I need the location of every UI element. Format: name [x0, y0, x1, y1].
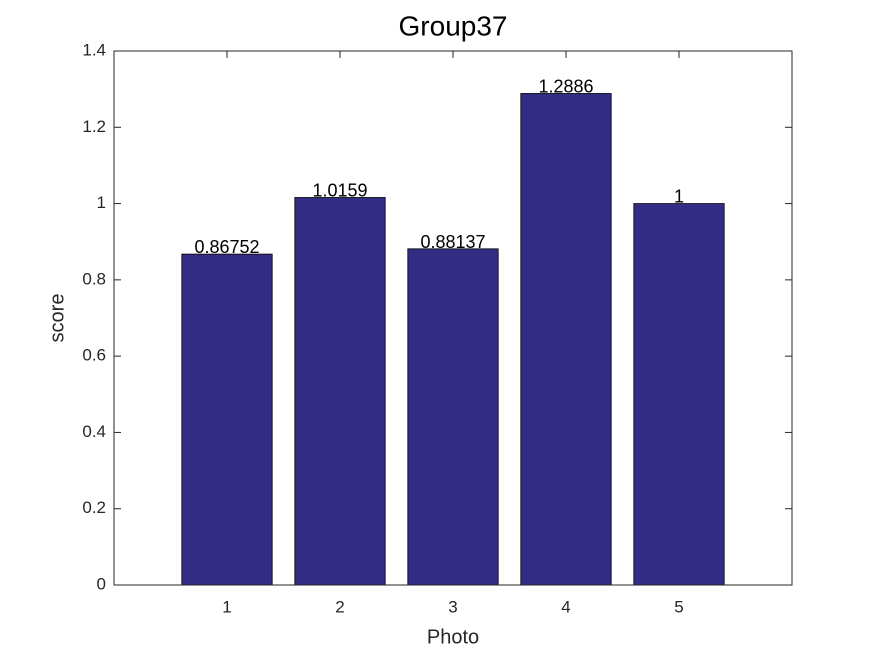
y-tick-label: 0.2 [82, 498, 106, 517]
data-label: 0.86752 [194, 237, 259, 257]
y-tick-label: 0 [97, 574, 106, 593]
chart-title: Group37 [399, 10, 508, 41]
y-tick-label: 0.6 [82, 346, 106, 365]
data-label: 1.0159 [312, 181, 367, 201]
y-tick-label: 0.4 [82, 422, 106, 441]
bar [294, 197, 386, 586]
x-tick-label: 5 [674, 597, 683, 616]
y-axis-label: score [46, 294, 68, 343]
y-tick-label: 0.8 [82, 269, 106, 288]
axes-box [113, 50, 793, 586]
bar [520, 93, 612, 586]
bar [181, 253, 273, 586]
x-tick-label: 3 [448, 597, 457, 616]
bar [407, 248, 499, 586]
x-tick-label: 1 [222, 597, 231, 616]
y-tick-label: 1 [97, 193, 106, 212]
bar [633, 203, 725, 586]
y-tick-label: 1.4 [82, 40, 106, 59]
data-label: 0.88137 [420, 232, 485, 252]
x-tick-label: 2 [335, 597, 344, 616]
x-tick-label: 4 [561, 597, 570, 616]
data-label: 1 [674, 187, 684, 207]
data-label: 1.2886 [538, 76, 593, 96]
x-axis-label: Photo [427, 626, 479, 648]
y-tick-label: 1.2 [82, 117, 106, 136]
